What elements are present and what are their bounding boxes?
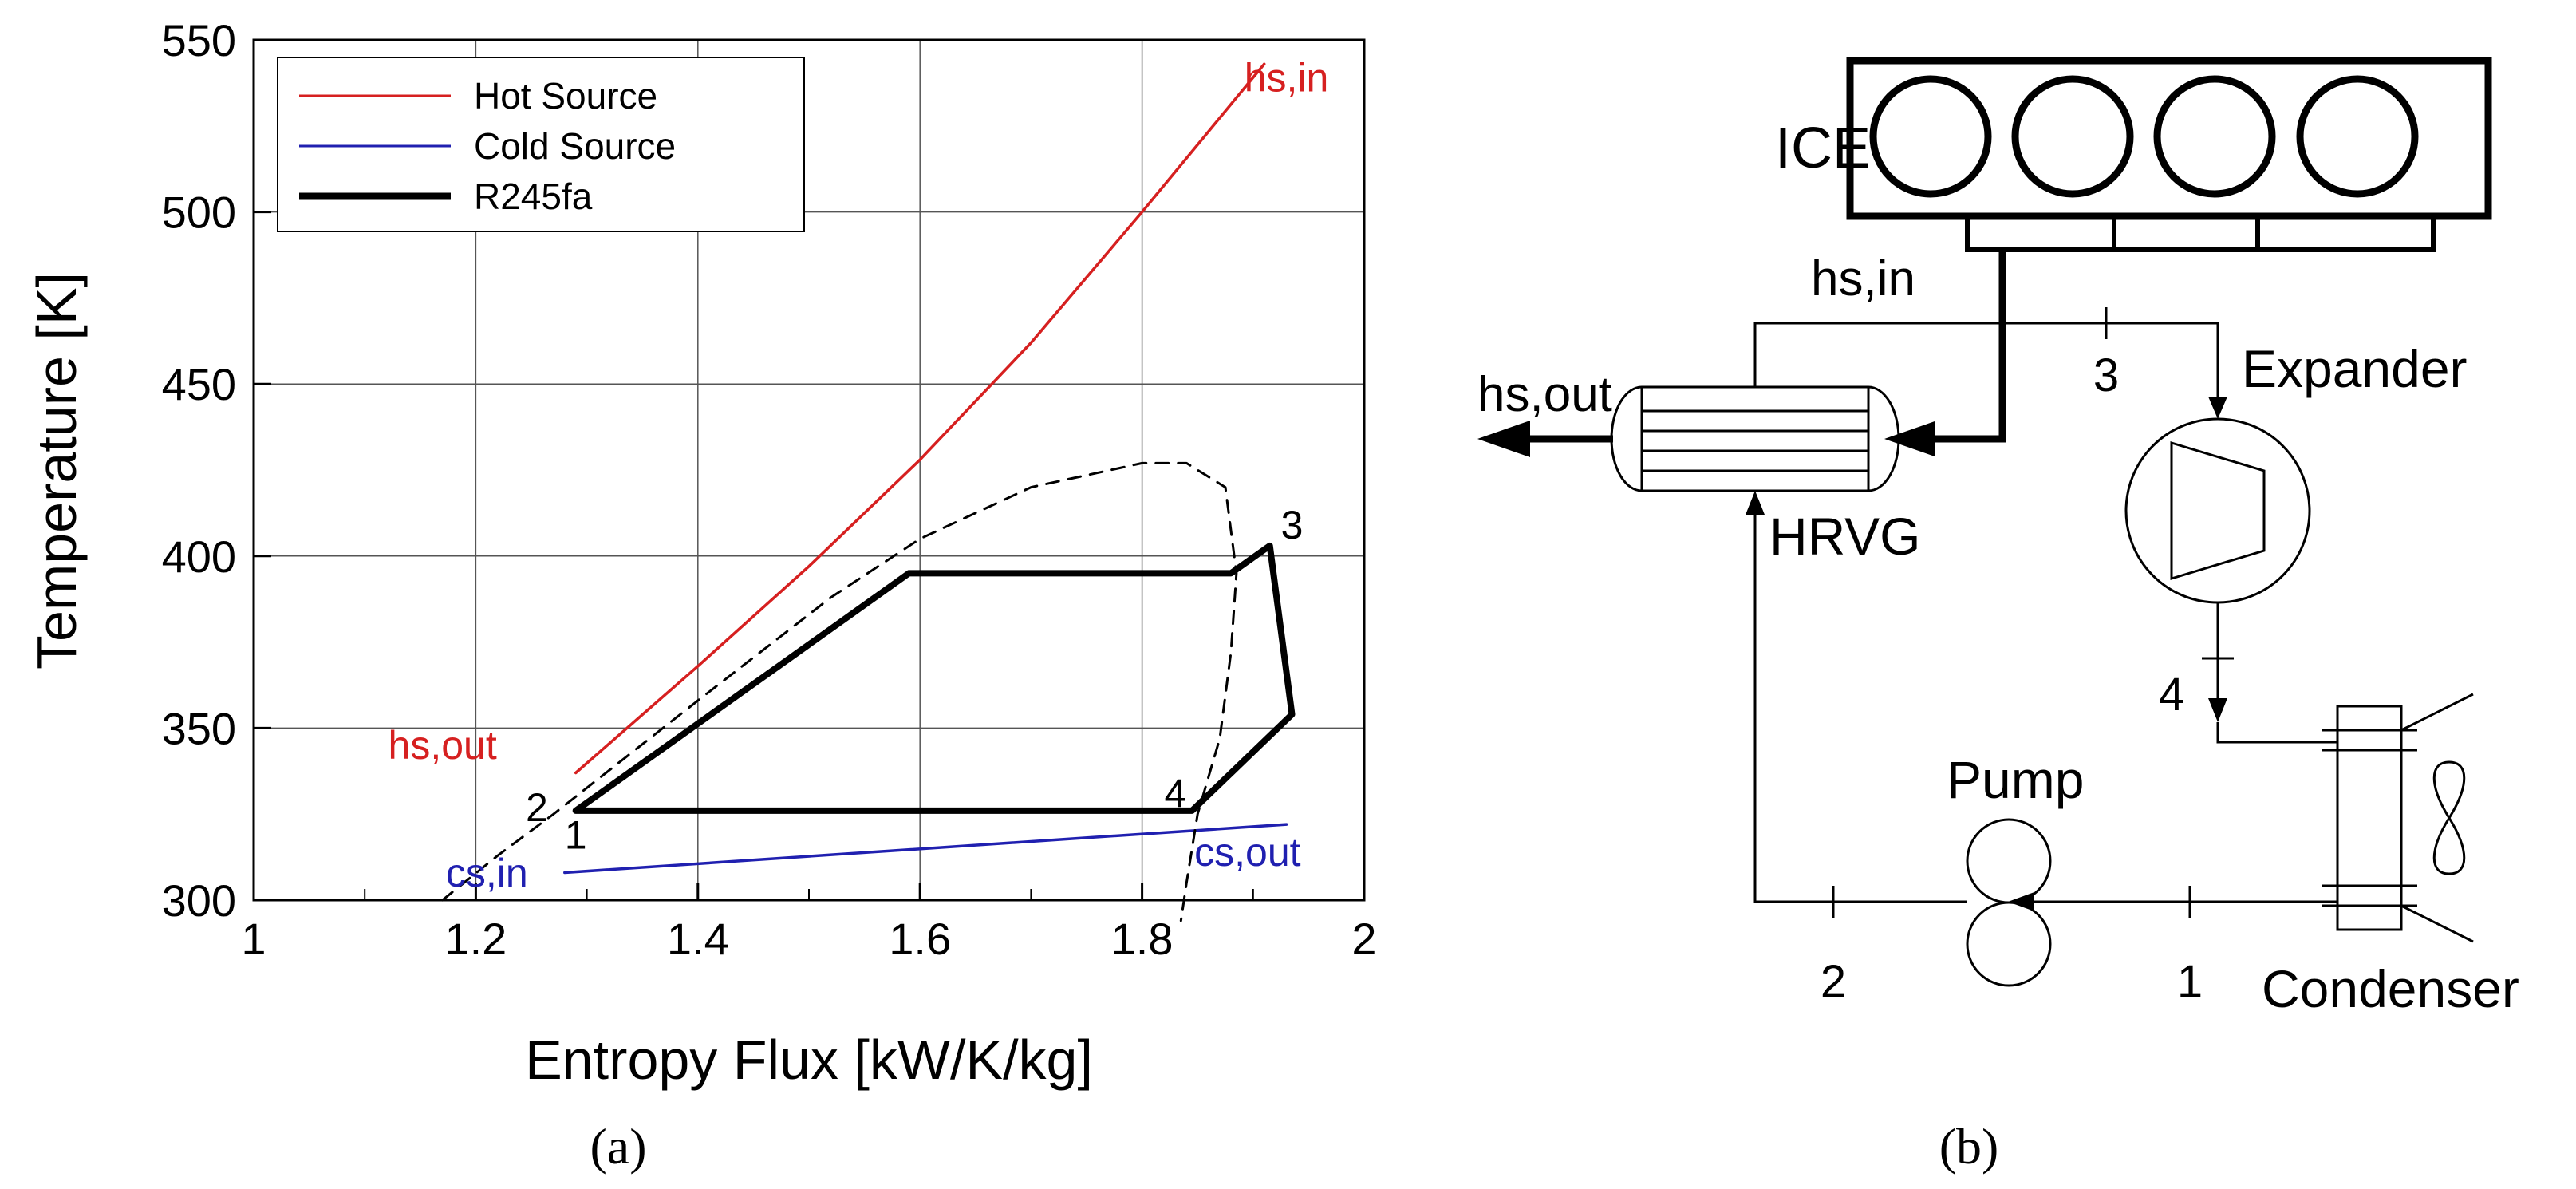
saturation-dome — [441, 461, 1238, 922]
state-1-label: 1 — [2177, 956, 2203, 1008]
caption-a: (a) — [590, 1118, 646, 1175]
cycle-diagram: ICE hs,in HRVG hs,out 3 Expander — [1477, 57, 2519, 1018]
hrvg-exchanger — [1610, 385, 1900, 492]
annotation-hs-in: hs,in — [1245, 56, 1329, 101]
hrvg-label: HRVG — [1769, 507, 1921, 566]
hs-in-label: hs,in — [1811, 251, 1915, 306]
y-tick-label: 350 — [162, 703, 236, 753]
expander-symbol — [2170, 440, 2266, 581]
legend-label-cold-source: Cold Source — [474, 125, 676, 167]
annotation-2: 2 — [526, 785, 548, 830]
expander-housing — [2124, 417, 2311, 604]
ice-label: ICE — [1775, 117, 1871, 180]
exhaust-manifold — [1965, 216, 2436, 252]
series-hot-source — [574, 62, 1266, 775]
ice-engine — [1846, 57, 2492, 252]
expander — [2124, 417, 2311, 604]
cylinder-1 — [1869, 75, 1992, 198]
y-tick-labels: 300 350 400 450 500 550 — [162, 15, 236, 926]
x-axis-label: Entropy Flux [kW/K/kg] — [525, 1029, 1093, 1091]
legend: Hot Source Cold Source R245fa — [277, 57, 805, 232]
series-cold-source — [563, 823, 1288, 875]
series-r245fa — [572, 542, 1296, 814]
arrow-down-state-4 — [2208, 698, 2227, 722]
condenser-fan-icon — [2432, 760, 2466, 875]
plot-frame — [252, 38, 1366, 902]
x-tick-label: 1.8 — [1111, 914, 1174, 964]
annotation-cs-out: cs,out — [1194, 830, 1301, 875]
engine-block — [1846, 57, 2492, 220]
line-state-3 — [1753, 322, 2219, 403]
line-to-condenser — [2216, 722, 2337, 744]
x-tick-label: 1.6 — [889, 914, 951, 964]
exhaust-arrowhead — [1884, 421, 1935, 456]
exhaust-line — [1931, 250, 2006, 443]
y-tick-label: 300 — [162, 875, 236, 926]
pump-rotor-top — [1966, 818, 2052, 904]
y-axis-label: Temperature [K] — [26, 272, 88, 670]
annotation-layer: hs,in hs,out cs,in cs,out 12 3 4 — [389, 56, 1329, 895]
annotation-1: 1 — [565, 812, 587, 857]
pump — [1966, 818, 2052, 987]
condenser-duct — [2400, 693, 2474, 943]
x-tick-labels: 1 1.2 1.4 1.6 1.8 2 — [241, 914, 1376, 964]
condenser-body — [2336, 705, 2403, 931]
condenser — [2322, 693, 2474, 943]
legend-label-r245fa: R245fa — [474, 176, 593, 217]
y-tick-label: 550 — [162, 15, 236, 65]
y-tick-label: 500 — [162, 188, 236, 238]
arrow-into-hrvg — [1746, 491, 1765, 515]
annotation-4: 4 — [1164, 772, 1186, 816]
annotation-3: 3 — [1281, 503, 1304, 547]
hs-out-arrowhead — [1477, 421, 1530, 457]
arrow-into-expander — [2208, 397, 2227, 419]
cylinder-2 — [2011, 75, 2134, 198]
x-tick-label: 1 — [241, 914, 266, 964]
cylinder-3 — [2153, 75, 2276, 198]
x-tick-label: 1.2 — [444, 914, 507, 964]
state-4-label: 4 — [2159, 669, 2184, 721]
pump-rotor-bottom — [1966, 901, 2052, 987]
legend-box — [277, 57, 805, 232]
annotation-hs-out: hs,out — [389, 723, 497, 768]
x-tick-label: 1.4 — [667, 914, 729, 964]
pump-label: Pump — [1947, 750, 2084, 809]
state-2-label: 2 — [1821, 956, 1846, 1008]
hs-out-label: hs,out — [1477, 367, 1612, 422]
x-tick-label: 2 — [1351, 914, 1376, 964]
caption-b: (b) — [1939, 1118, 1999, 1175]
expander-label: Expander — [2242, 339, 2468, 398]
y-tick-label: 450 — [162, 359, 236, 409]
state-3-label: 3 — [2093, 350, 2119, 401]
annotation-cs-in: cs,in — [446, 851, 528, 895]
legend-label-hot-source: Hot Source — [474, 75, 657, 117]
series-layer — [441, 62, 1296, 922]
y-tick-label: 400 — [162, 531, 236, 582]
line-state-2 — [1753, 515, 1967, 903]
cylinder-4 — [2296, 75, 2419, 198]
hrvg-shell — [1610, 385, 1900, 492]
condenser-label: Condenser — [2262, 959, 2519, 1018]
